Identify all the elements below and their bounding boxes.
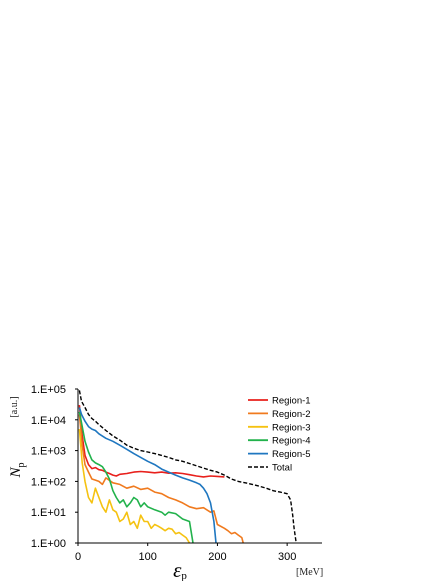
y-tick-label: 1.E+00 [31,538,66,550]
series-layer [78,390,297,544]
y-axis-label-main: N [8,467,24,479]
y-axis-unit: [a.u.] [9,396,20,417]
series-line-region-4 [78,411,194,544]
x-axis-label-main: ε [173,558,182,581]
series-line-total [78,390,297,544]
y-tick-label: 1.E+03 [31,446,66,458]
y-axis-label-sub: p [16,462,27,467]
y-tick-label: 1.E+02 [31,476,66,488]
legend-label-region-3: Region-3 [272,422,311,433]
y-tick-label: 1.E+04 [31,415,66,427]
series-line-region-1 [78,405,225,478]
legend-label-total: Total [272,463,292,474]
x-axis-unit: [MeV] [296,567,323,578]
legend-label-region-4: Region-4 [272,436,311,447]
tick-labels: 1.E+00 1.E+01 1.E+02 1.E+03 1.E+04 1.E+05 0 100… [31,384,296,563]
x-tick-label: 100 [139,551,157,563]
x-axis-label-sub: p [181,570,187,581]
legend-label-region-5: Region-5 [272,449,311,460]
axes-layer [75,388,322,546]
y-tick-label: 1.E+05 [31,384,66,396]
x-tick-label: 0 [75,551,81,563]
y-tick-label: 1.E+01 [31,507,66,519]
legend-label-region-2: Region-2 [272,409,311,420]
x-tick-label: 300 [278,551,296,563]
series-line-region-2 [78,414,244,544]
series-line-region-5 [78,407,217,544]
x-tick-label: 200 [208,551,226,563]
legend: Region-1 Region-2 Region-3 Region-4 Region-5… [248,396,311,474]
x-axis-label: εp [173,558,187,581]
y-axis-label: Np [8,462,27,478]
legend-label-region-1: Region-1 [272,396,311,407]
series-line-region-3 [78,429,191,544]
